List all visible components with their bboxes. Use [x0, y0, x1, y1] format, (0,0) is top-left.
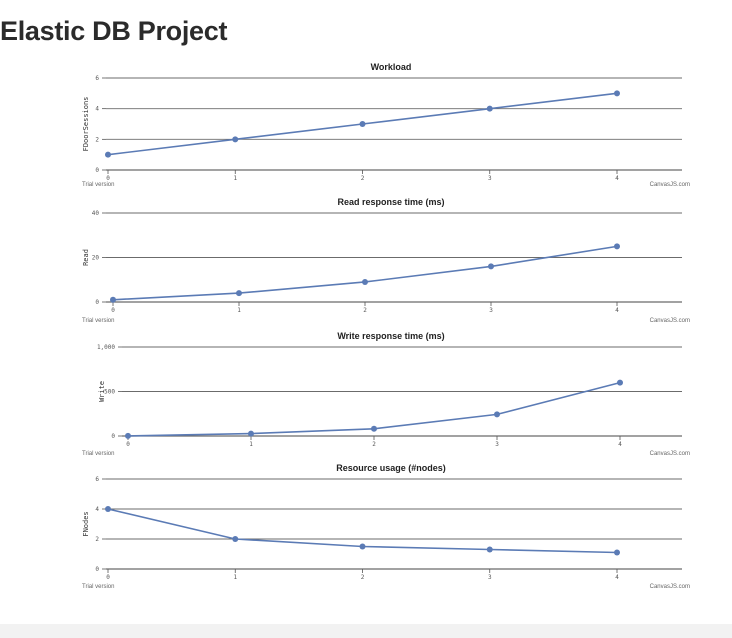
trial-version-text: Trial version: [82, 182, 114, 188]
trial-version-text: Trial version: [82, 451, 114, 457]
trial-version-text: Trial version: [82, 318, 114, 324]
y-tick-label: 0: [111, 433, 115, 440]
y-tick-label: 40: [92, 210, 100, 217]
data-point: [359, 121, 366, 127]
chart-title: Workload: [371, 62, 412, 72]
x-tick-label: 3: [495, 441, 499, 448]
canvasjs-credit-text: CanvasJS.com: [650, 584, 690, 590]
bottom-band: [0, 624, 732, 638]
x-tick-label: 4: [615, 574, 619, 581]
x-tick-label: 3: [488, 574, 492, 581]
y-tick-label: 6: [95, 476, 99, 483]
y-axis-label: FDoorSessions: [82, 97, 90, 152]
chart-2: Write response time (ms) 0 500 1,000 0 1 2 3 4 Wr…: [82, 331, 690, 457]
y-tick-label: 2: [95, 136, 99, 143]
data-point: [236, 290, 242, 297]
x-tick-label: 1: [233, 574, 237, 581]
data-point: [488, 263, 494, 270]
data-point: [110, 296, 116, 303]
y-tick-label: 0: [95, 167, 99, 174]
data-point: [125, 432, 131, 439]
data-point: [614, 549, 620, 556]
chart-0: Workload 0 2 4 6 0 1 2 3 4 FDoorSessions Trial vers…: [82, 62, 690, 188]
y-tick-label: 0: [95, 299, 99, 306]
data-point: [359, 543, 366, 550]
x-tick-label: 0: [106, 175, 110, 182]
y-axis-label: Read: [82, 249, 90, 266]
data-point: [105, 506, 111, 512]
y-tick-label: 4: [95, 106, 99, 113]
y-tick-label: 0: [95, 566, 99, 573]
x-tick-label: 3: [489, 307, 493, 314]
trial-version-text: Trial version: [82, 584, 114, 590]
data-point: [232, 536, 239, 542]
x-tick-label: 4: [618, 441, 622, 448]
data-point: [617, 379, 623, 386]
data-point: [371, 425, 377, 432]
x-tick-label: 0: [106, 574, 110, 581]
x-tick-label: 3: [488, 175, 492, 182]
series-line: [112, 245, 618, 301]
page-title: Elastic DB Project: [0, 16, 228, 46]
y-axis-label: FNodes: [82, 511, 90, 536]
y-tick-label: 6: [95, 75, 99, 82]
data-point: [486, 105, 493, 112]
data-point: [362, 278, 368, 285]
canvasjs-credit-text: CanvasJS.com: [650, 451, 690, 457]
x-tick-label: 2: [363, 307, 367, 314]
x-tick-label: 0: [126, 441, 130, 448]
data-point: [614, 90, 620, 97]
x-tick-label: 2: [372, 441, 376, 448]
canvasjs-credit-text: CanvasJS.com: [650, 318, 690, 324]
x-tick-label: 1: [233, 175, 237, 182]
x-tick-label: 1: [249, 441, 253, 448]
y-tick-label: 1,000: [97, 344, 115, 351]
x-tick-label: 4: [615, 175, 619, 182]
x-tick-label: 2: [361, 574, 365, 581]
y-axis-label: Write: [98, 381, 106, 402]
canvasjs-credit-text: CanvasJS.com: [650, 182, 690, 188]
data-point: [614, 243, 620, 250]
data-point: [105, 151, 111, 158]
chart-1: Read response time (ms) 0 20 40 0 1 2 3 4 Read Tri…: [82, 197, 690, 324]
chart-title: Write response time (ms): [337, 331, 444, 341]
chart-title: Read response time (ms): [337, 197, 444, 207]
x-tick-label: 2: [361, 175, 365, 182]
data-point: [494, 411, 500, 418]
y-tick-label: 500: [104, 389, 115, 396]
y-tick-label: 2: [95, 536, 99, 543]
x-tick-label: 4: [615, 307, 619, 314]
data-point: [486, 546, 493, 553]
x-tick-label: 0: [111, 307, 115, 314]
data-point: [232, 136, 239, 143]
data-point: [248, 430, 254, 437]
y-tick-label: 4: [95, 506, 99, 513]
chart-3: Resource usage (#nodes) 0 2 4 6 0 1 2 3 4 FNodes Tr…: [82, 463, 690, 590]
chart-title: Resource usage (#nodes): [336, 463, 446, 473]
y-tick-label: 20: [92, 255, 100, 262]
x-tick-label: 1: [237, 307, 241, 314]
